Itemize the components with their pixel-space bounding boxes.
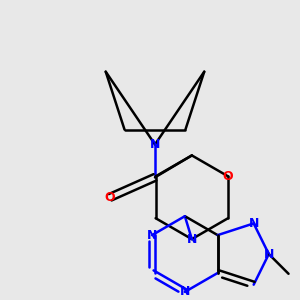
Text: O: O bbox=[105, 191, 116, 204]
Text: O: O bbox=[223, 170, 233, 183]
Text: N: N bbox=[248, 217, 259, 230]
Text: N: N bbox=[150, 138, 160, 151]
Text: N: N bbox=[264, 248, 274, 261]
Text: N: N bbox=[180, 285, 190, 298]
Text: N: N bbox=[187, 232, 197, 246]
Text: N: N bbox=[147, 229, 157, 242]
